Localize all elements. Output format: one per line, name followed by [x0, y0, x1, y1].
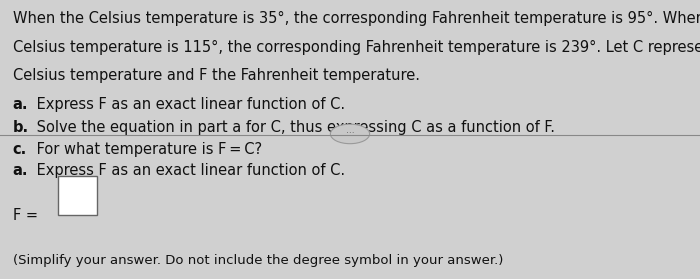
Text: F =: F =: [13, 208, 38, 223]
Text: Celsius temperature is 115°, the corresponding Fahrenheit temperature is 239°. L: Celsius temperature is 115°, the corresp…: [13, 40, 700, 55]
Text: When the Celsius temperature is 35°, the corresponding Fahrenheit temperature is: When the Celsius temperature is 35°, the…: [13, 11, 700, 27]
Text: For what temperature is F = C?: For what temperature is F = C?: [32, 142, 262, 157]
Text: a.: a.: [13, 97, 28, 112]
Text: ···: ···: [346, 129, 354, 138]
Text: Celsius temperature and F the Fahrenheit temperature.: Celsius temperature and F the Fahrenheit…: [13, 68, 419, 83]
Text: Solve the equation in part a for C, thus expressing C as a function of F.: Solve the equation in part a for C, thus…: [32, 119, 555, 134]
Text: (Simplify your answer. Do not include the degree symbol in your answer.): (Simplify your answer. Do not include th…: [13, 254, 503, 267]
Text: b.: b.: [13, 119, 29, 134]
Text: Express F as an exact linear function of C.: Express F as an exact linear function of…: [32, 163, 345, 178]
Text: Express F as an exact linear function of C.: Express F as an exact linear function of…: [32, 97, 345, 112]
Text: c.: c.: [13, 142, 27, 157]
Ellipse shape: [330, 124, 370, 144]
Text: a.: a.: [13, 163, 28, 178]
FancyBboxPatch shape: [58, 177, 97, 215]
